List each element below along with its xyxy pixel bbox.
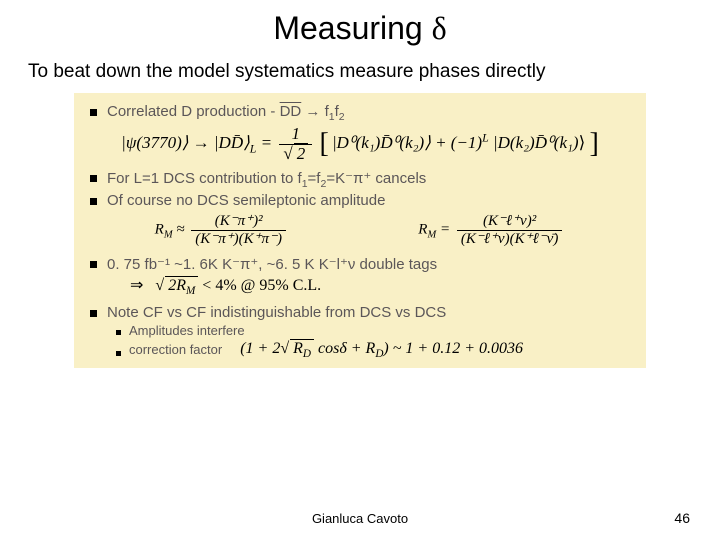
d0k2: D(k₂) [498, 133, 535, 152]
psi-sub-l: L [250, 141, 257, 155]
b1-prefix: Correlated D production - [107, 103, 280, 120]
bullet-marker-icon [90, 198, 97, 205]
rm-r: R [155, 222, 164, 238]
formula-psi: |ψ(3770)⟩ → |DD̄⟩L = 12 [ |D⁰(k₁)D̄⁰(k₂)… [90, 125, 630, 163]
psi-lhs-1: |ψ(3770)⟩ → | [121, 133, 218, 152]
psi-dd: DD̄ [219, 133, 244, 152]
subbullet-correction: correction factor (1 + 2RD cosδ + RD) ~ … [90, 340, 630, 360]
subbullet-marker-icon [116, 351, 121, 356]
d0k1: D⁰(k₁) [336, 133, 380, 152]
rm2-den: (K⁻ℓ⁺ν)(K⁺ℓ⁻ν̄) [457, 231, 562, 248]
rm1-den: (K⁻π⁺)(K⁺π⁻) [191, 231, 286, 248]
psi-lhs-2: ⟩ [243, 133, 250, 152]
bound-2rm: 2R [168, 277, 186, 294]
bullet-l1: For L=1 DCS contribution to f1=f2=K⁻π⁺ c… [90, 169, 630, 190]
sqrt-2rm: 2RM [155, 277, 198, 297]
bound-rest: < 4% @ 95% C.L. [202, 277, 321, 294]
subtitle: To beat down the model systematics measu… [0, 47, 720, 89]
implies-arrow: ⇒ [130, 277, 143, 294]
bullet-marker-icon [90, 310, 97, 317]
bullet-text: For L=1 DCS contribution to f1=f2=K⁻π⁺ c… [107, 169, 426, 190]
big-bracket-r: ] [589, 128, 598, 159]
b2-eq: =f [308, 170, 321, 187]
corr-open: (1 + 2 [240, 340, 280, 357]
sqrt2-rad: 2 [294, 143, 309, 163]
rm-m: M [164, 230, 173, 241]
formula-correction: (1 + 2RD cosδ + RD) ~ 1 + 0.12 + 0.0036 [240, 340, 523, 360]
b1-s2: 2 [339, 111, 345, 123]
bullet-nodcs: Of course no DCS semileptonic amplitude [90, 192, 630, 209]
rm-left: RM ≈ (K⁻π⁺)²(K⁻π⁺)(K⁺π⁻) [155, 213, 289, 247]
corr-mid: cosδ + R [314, 340, 375, 357]
b2-rest: =K⁻π⁺ cancels [326, 170, 426, 187]
bullet-marker-icon [90, 261, 97, 268]
title-text: Measuring [273, 10, 431, 46]
rm-right: RM = (K⁻ℓ⁺ν)²(K⁻ℓ⁺ν)(K⁺ℓ⁻ν̄) [418, 213, 565, 247]
psi-exp-l: L [482, 130, 489, 144]
d0bar-k2: D̄⁰(k₂) [380, 133, 424, 152]
bullet-marker-icon [90, 109, 97, 116]
rm2-num: (K⁻ℓ⁺ν)² [457, 213, 562, 231]
b1-dd: DD [280, 103, 302, 120]
bullet-correlated: Correlated D production - DD → f1f2 [90, 103, 630, 123]
corr-rd-sub: D [303, 348, 311, 360]
b5a-text: Amplitudes interfere [129, 323, 245, 338]
b1-arrow: → f [301, 103, 329, 120]
rm-approx: ≈ [173, 222, 189, 238]
bullet-marker-icon [90, 175, 97, 182]
frac-1: 1 [279, 125, 312, 145]
b5-text: Note CF vs CF indistinguishable from DCS… [107, 304, 446, 321]
corr-close: ) ~ 1 + 0.12 + 0.0036 [383, 340, 523, 357]
slide: Measuring δ To beat down the model syste… [0, 0, 720, 540]
b3-text: Of course no DCS semileptonic amplitude [107, 192, 385, 209]
psi-mid2: | [489, 133, 498, 152]
footer-page-number: 46 [674, 510, 690, 526]
footer-author: Gianluca Cavoto [0, 511, 720, 526]
formula-bound: ⇒ 2RM < 4% @ 95% C.L. [90, 275, 630, 297]
b5b-text: correction factor [129, 342, 222, 357]
sqrt2: 2 [283, 145, 308, 164]
rm-m2: M [427, 230, 436, 241]
d0bar-k1: D̄⁰(k₁) [535, 133, 579, 152]
rm1-num: (K⁻π⁺)² [191, 213, 286, 231]
corr-rd: R [293, 340, 303, 357]
bullet-lumi: 0. 75 fb⁻¹ ~1. 6K K⁻π⁺, ~6. 5 K K⁻l⁺ν do… [90, 255, 630, 273]
slide-title: Measuring δ [0, 0, 720, 47]
subbullet-interfere: Amplitudes interfere [90, 323, 630, 338]
delta-symbol: δ [432, 10, 447, 46]
subbullet-marker-icon [116, 330, 121, 335]
content-box: Correlated D production - DD → f1f2 |ψ(3… [74, 93, 646, 368]
psi-mid1: ⟩ + (−1) [424, 133, 482, 152]
psi-eq: = [261, 133, 277, 152]
formula-rm: RM ≈ (K⁻π⁺)²(K⁻π⁺)(K⁺π⁻) RM = (K⁻ℓ⁺ν)²(K… [90, 213, 630, 247]
rm-eq: = [436, 222, 454, 238]
b2-prefix: For L=1 DCS contribution to f [107, 170, 302, 187]
bullet-text: Correlated D production - DD → f1f2 [107, 103, 345, 123]
big-bracket-l: [ [319, 128, 328, 159]
bullet-cf: Note CF vs CF indistinguishable from DCS… [90, 304, 630, 321]
bound-sub: M [186, 286, 195, 298]
b4-text: 0. 75 fb⁻¹ ~1. 6K K⁻π⁺, ~6. 5 K K⁻l⁺ν do… [107, 255, 437, 273]
